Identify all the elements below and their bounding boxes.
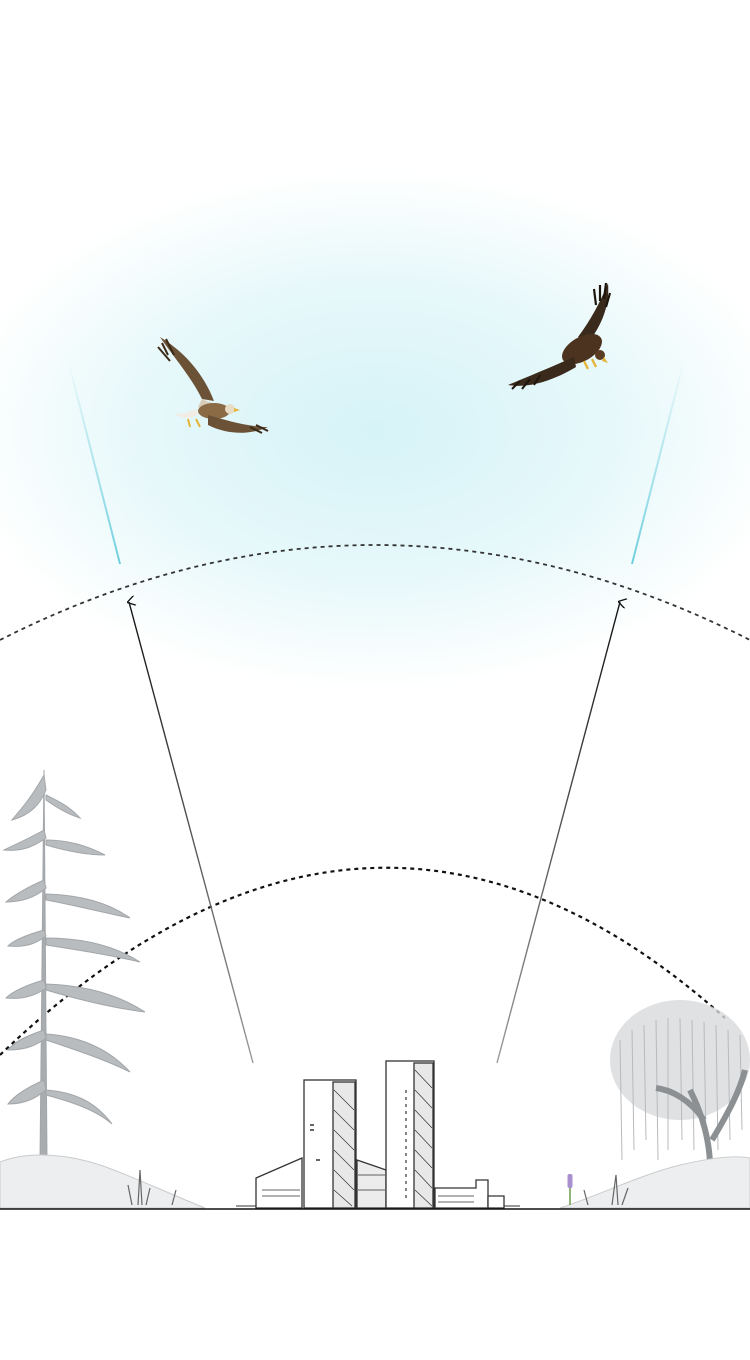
right-mound: [559, 1156, 750, 1209]
beam-left: [67, 359, 121, 565]
eagle-soaring-icon: [157, 337, 269, 434]
beam-right: [631, 359, 685, 565]
grass-right: [583, 1174, 629, 1206]
sky-glow: [0, 0, 750, 1000]
arrow-left: [129, 602, 254, 1064]
building-towers-icon: [236, 1060, 520, 1209]
inner-dashed-arc: [0, 866, 726, 1056]
grass-left: [127, 1169, 177, 1206]
lavender-bloom: [567, 1174, 573, 1188]
arrow-right: [496, 602, 620, 1064]
eagle-diving-icon: [508, 282, 612, 390]
left-mound: [0, 1154, 206, 1209]
pine-tree-icon: [2, 769, 146, 1161]
willow-tree-icon: [610, 1000, 750, 1181]
